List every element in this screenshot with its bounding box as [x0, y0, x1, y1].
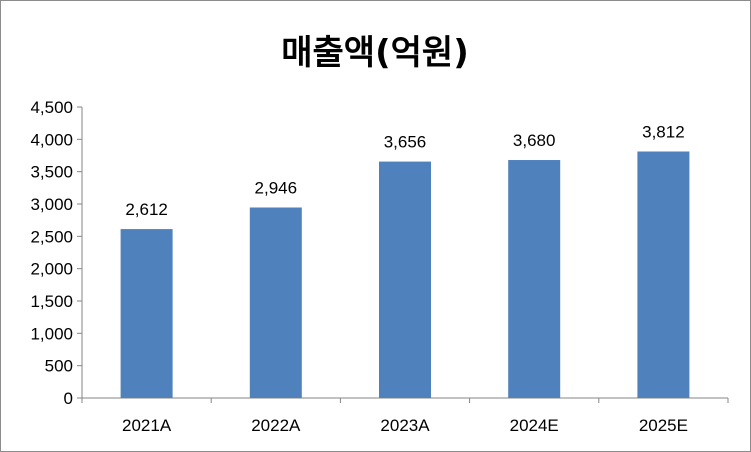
bar-2024E	[508, 160, 561, 398]
y-tick-label: 1,000	[30, 324, 73, 343]
y-tick-label: 4,000	[30, 130, 73, 149]
data-label: 2,612	[125, 200, 168, 219]
data-label: 3,812	[642, 122, 685, 141]
bar-2025E	[637, 151, 690, 398]
bars-group	[120, 151, 690, 398]
value-labels-group: 2,612 2,946 3,656 3,680 3,812	[125, 122, 684, 219]
data-label: 3,680	[513, 131, 556, 150]
x-tick-label: 2021A	[122, 416, 172, 435]
bar-2023A	[379, 161, 431, 398]
y-tick-label: 1,500	[30, 292, 73, 311]
y-tick-label: 2,000	[30, 260, 73, 279]
x-tick-label: 2023A	[380, 416, 430, 435]
x-axis: 2021A 2022A 2023A 2024E 2025E	[81, 397, 729, 435]
bar-2022A	[249, 207, 302, 398]
y-tick-label: 3,500	[30, 163, 73, 182]
x-tick-label: 2025E	[639, 416, 688, 435]
bar-2021A	[120, 229, 173, 398]
y-tick-label: 500	[45, 357, 73, 376]
y-axis: 0 500 1,000 1,500 2,000 2,500 3,000 3,500 4,000 4…	[30, 98, 83, 408]
x-tick-label: 2022A	[251, 416, 301, 435]
x-tick-label: 2024E	[510, 416, 559, 435]
chart-title: 매출액(억원)	[281, 33, 468, 73]
y-tick-label: 4,500	[30, 98, 73, 117]
y-tick-label: 2,500	[30, 227, 73, 246]
y-tick-label: 3,000	[30, 195, 73, 214]
data-label: 3,656	[384, 133, 427, 152]
data-label: 2,946	[255, 178, 298, 197]
y-tick-label: 0	[64, 389, 73, 408]
